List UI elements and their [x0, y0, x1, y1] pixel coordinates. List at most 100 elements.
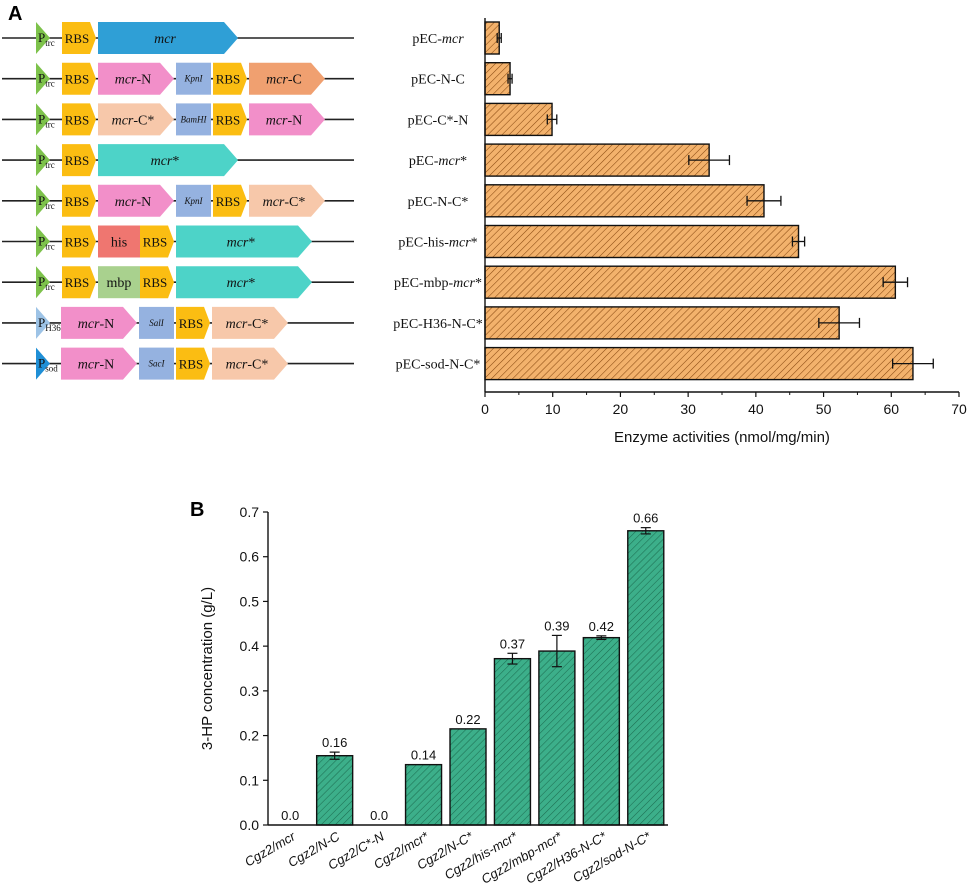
error-bar-b-8 — [640, 527, 651, 535]
restriction-site: KpnI — [176, 184, 211, 217]
svg-text:SacI: SacI — [149, 359, 166, 369]
svg-text:mcr-C: mcr-C — [266, 73, 302, 88]
error-bar-b-6 — [551, 634, 562, 668]
error-bar-b-1 — [329, 751, 340, 760]
bar-b-6 — [538, 650, 576, 826]
svg-text:mcr-C*: mcr-C* — [263, 195, 306, 210]
svg-text:Ptrc: Ptrc — [38, 111, 55, 129]
svg-text:mcr-N: mcr-N — [78, 317, 115, 332]
svg-text:RBS: RBS — [65, 275, 90, 290]
svg-text:mcr-N: mcr-N — [115, 73, 152, 88]
construct-row: Ptrc RBS his RBS mcr* pEC-his-mcr* — [2, 225, 478, 258]
svg-text:RBS: RBS — [216, 72, 241, 87]
promoter-trc: Ptrc — [36, 22, 55, 54]
bar-b-1 — [315, 754, 354, 826]
error-bar-a-1 — [507, 73, 513, 84]
x-tick-label-a: 40 — [748, 401, 764, 417]
svg-text:Ptrc: Ptrc — [38, 193, 55, 211]
svg-text:mcr*: mcr* — [227, 276, 256, 291]
error-bar-a-3 — [688, 155, 731, 166]
bar-b-5 — [493, 657, 532, 826]
error-bar-a-8 — [891, 358, 934, 369]
rbs-part: RBS — [213, 184, 247, 217]
gene-part: mcr-N — [98, 184, 174, 217]
svg-text:mcr-N: mcr-N — [78, 358, 115, 373]
bar-a-4 — [484, 184, 765, 218]
x-tick-label-a: 0 — [481, 401, 489, 417]
gene-part: mcr-C* — [249, 184, 325, 217]
svg-text:SalI: SalI — [149, 318, 165, 328]
promoter-trc: Ptrc — [36, 62, 55, 95]
svg-text:mcr: mcr — [154, 32, 176, 47]
rbs-part: RBS — [62, 225, 96, 258]
svg-text:Ptrc: Ptrc — [38, 30, 55, 48]
svg-text:RBS: RBS — [65, 194, 90, 209]
rbs-part: RBS — [62, 184, 96, 217]
gene-part: mcr-C* — [212, 347, 288, 380]
gene-part: mcr-N — [249, 103, 325, 136]
error-bar-b-7 — [596, 635, 607, 641]
promoter-sod: Psod — [36, 347, 58, 380]
promoter-H36: PH36 — [36, 306, 61, 339]
svg-text:mcr-C*: mcr-C* — [226, 358, 269, 373]
svg-text:RBS: RBS — [65, 153, 90, 168]
bar-b-8 — [627, 530, 665, 826]
rbs-part: RBS — [62, 144, 96, 177]
svg-text:mcr-N: mcr-N — [115, 195, 152, 210]
svg-text:his: his — [111, 236, 127, 251]
gene-constructs: Ptrc RBS mcr pEC-mcr Ptrc RBS mcr-N KpnI RBS mcr-… — [2, 22, 483, 380]
promoter-trc: Ptrc — [36, 144, 55, 177]
restriction-site: BamHI — [176, 103, 211, 136]
error-bar-a-5 — [791, 236, 806, 247]
svg-text:RBS: RBS — [65, 72, 90, 87]
data-label-b-3: 0.14 — [411, 748, 436, 763]
svg-text:RBS: RBS — [65, 112, 90, 127]
construct-row: Ptrc RBS mcr* pEC-mcr* — [2, 144, 467, 177]
svg-text:mcr-N: mcr-N — [266, 113, 303, 128]
gene-part: mcr-N — [61, 306, 137, 339]
bar-b-4 — [449, 728, 487, 826]
y-tick-label-b: 0.5 — [240, 593, 260, 609]
svg-text:mcr*: mcr* — [151, 154, 180, 169]
plasmid-label: pEC-N-C* — [408, 195, 469, 210]
panel-label-b: B — [190, 499, 204, 521]
svg-text:RBS: RBS — [216, 112, 241, 127]
gene-part: mcr-C — [249, 62, 325, 95]
data-label-b-6: 0.39 — [544, 618, 569, 633]
error-bar-a-6 — [882, 277, 909, 288]
data-label-b-2: 0.0 — [370, 808, 388, 823]
bar-a-6 — [484, 265, 897, 299]
svg-text:mbp: mbp — [107, 276, 132, 291]
y-tick-label-b: 0.6 — [240, 549, 260, 565]
gene-part: mcr-C* — [98, 103, 174, 136]
svg-text:Psod: Psod — [38, 356, 58, 374]
panel-label-a: A — [8, 3, 22, 25]
rbs-part: RBS — [140, 225, 174, 258]
svg-text:KpnI: KpnI — [184, 196, 204, 206]
svg-text:RBS: RBS — [143, 275, 168, 290]
data-label-b-1: 0.16 — [322, 735, 347, 750]
error-bar-a-0 — [496, 33, 502, 43]
error-bar-a-7 — [818, 317, 861, 328]
plasmid-label: pEC-mbp-mcr* — [394, 276, 482, 291]
promoter-trc: Ptrc — [36, 103, 55, 136]
y-tick-label-b: 0.3 — [240, 683, 260, 699]
bar-a-8 — [484, 346, 914, 381]
gene-part: mcr* — [176, 225, 312, 258]
y-tick-label-b: 0.0 — [240, 817, 260, 833]
y-tick-label-b: 0.2 — [240, 728, 260, 744]
rbs-part: RBS — [140, 266, 174, 299]
rbs-part: RBS — [213, 103, 247, 136]
rbs-part: RBS — [62, 62, 96, 95]
svg-text:RBS: RBS — [216, 194, 241, 209]
svg-text:Ptrc: Ptrc — [38, 234, 55, 252]
gene-part: mcr* — [176, 266, 312, 299]
plasmid-label: pEC-sod-N-C* — [396, 358, 481, 373]
rbs-part: RBS — [176, 347, 210, 380]
bar-b-7 — [582, 636, 621, 826]
svg-text:PH36: PH36 — [38, 315, 61, 333]
bar-a-1 — [484, 62, 511, 96]
plasmid-label: pEC-C*-N — [408, 113, 469, 128]
construct-row: PH36 mcr-N SalI RBS mcr-C* pEC-H36-N-C* — [2, 306, 483, 339]
